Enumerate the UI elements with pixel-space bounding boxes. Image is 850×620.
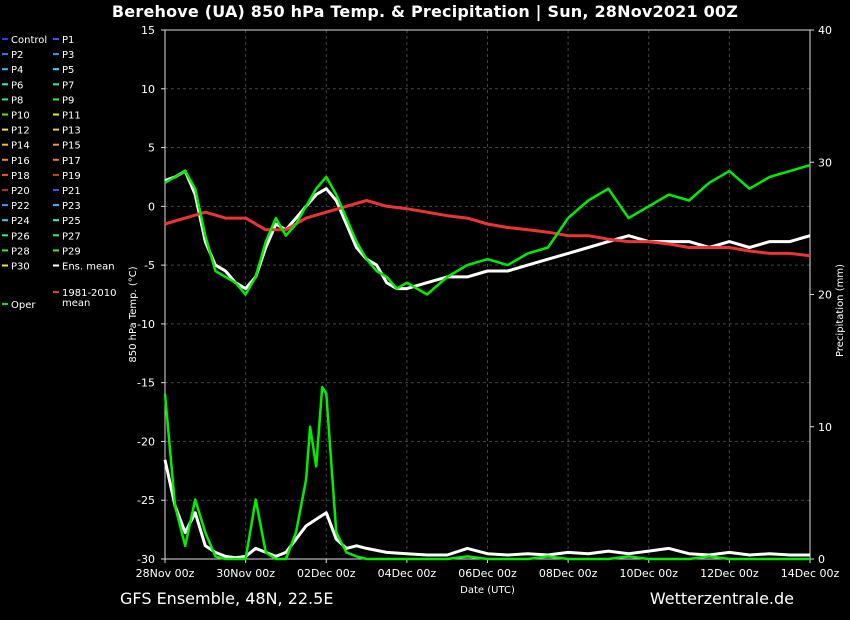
site-credit-text: Wetterzentrale.de — [649, 589, 794, 608]
model-info-text: GFS Ensemble, 48N, 22.5E — [120, 589, 334, 608]
legend-label: P15 — [62, 141, 81, 152]
legend-label: P29 — [62, 246, 81, 257]
legend-label: Ens. mean — [62, 262, 115, 273]
left-axis-label: 850 hPa Temp. (°C) — [128, 266, 139, 362]
legend-label: P19 — [62, 171, 81, 182]
precip-tick-label: 10 — [818, 421, 832, 434]
legend-label: P20 — [11, 186, 30, 197]
chart-title: Berehove (UA) 850 hPa Temp. & Precipitat… — [111, 2, 739, 21]
x-tick-label: 02Dec 00z — [297, 567, 356, 580]
precip-tick-label: 20 — [818, 289, 832, 302]
temp-tick-label: 5 — [148, 142, 155, 155]
x-tick-label: 08Dec 00z — [539, 567, 598, 580]
legend-label: P8 — [11, 95, 23, 106]
legend-label: P4 — [11, 65, 23, 76]
x-tick-label: 30Nov 00z — [216, 567, 275, 580]
legend-label: P18 — [11, 171, 30, 182]
legend-label: P9 — [62, 95, 74, 106]
right-axis-label: Precipitation (mm) — [835, 264, 846, 357]
legend-label: P16 — [11, 156, 30, 167]
legend-label: P24 — [11, 216, 30, 227]
legend-label: P30 — [11, 262, 30, 273]
legend-label: Oper — [11, 300, 36, 311]
temp-tick-label: -15 — [137, 377, 155, 390]
legend-label: P3 — [62, 50, 74, 61]
x-tick-label: 10Dec 00z — [619, 567, 678, 580]
temp-tick-label: 10 — [141, 83, 155, 96]
series-line-precip-oper — [163, 385, 810, 561]
series-line-temp-ens-mean — [164, 169, 811, 291]
legend-label: P5 — [62, 65, 74, 76]
legend-label: P2 — [11, 50, 23, 61]
temp-tick-label: -5 — [144, 259, 155, 272]
legend-label: P21 — [62, 186, 81, 197]
legend-label: P7 — [62, 80, 74, 91]
legend-label: P10 — [11, 111, 30, 122]
temp-tick-label: -30 — [137, 553, 155, 566]
x-tick-label: 28Nov 00z — [136, 567, 195, 580]
temp-tick-label: -20 — [137, 435, 155, 448]
series-line-temp-oper — [164, 164, 811, 296]
legend-label: P22 — [11, 201, 30, 212]
precip-tick-label: 30 — [818, 156, 832, 169]
legend-label: mean — [62, 298, 90, 309]
legend-label: P13 — [62, 126, 81, 137]
temp-tick-label: 0 — [148, 200, 155, 213]
x-tick-label: 04Dec 00z — [378, 567, 437, 580]
legend-label: Control — [11, 35, 47, 46]
legend-label: 1981-2010 — [62, 288, 117, 299]
legend-label: P17 — [62, 156, 81, 167]
legend-label: P28 — [11, 246, 30, 257]
series-line-temp-1981-2010-mean — [164, 199, 811, 258]
series-line-precip-ens-mean — [163, 459, 810, 560]
legend-label: P23 — [62, 201, 81, 212]
legend-label: P6 — [11, 80, 23, 91]
x-axis-label: Date (UTC) — [460, 585, 515, 596]
legend-label: P11 — [62, 111, 81, 122]
legend-label: P26 — [11, 231, 30, 242]
legend-label: P27 — [62, 231, 81, 242]
legend-label: P25 — [62, 216, 81, 227]
precip-tick-label: 0 — [818, 553, 825, 566]
x-tick-label: 14Dec 00z — [781, 567, 840, 580]
temp-tick-label: 15 — [141, 24, 155, 37]
x-tick-label: 12Dec 00z — [700, 567, 759, 580]
precip-tick-label: 40 — [818, 24, 832, 37]
legend-label: P12 — [11, 126, 30, 137]
legend-label: P14 — [11, 141, 30, 152]
temp-tick-label: -10 — [137, 318, 155, 331]
legend-label: P1 — [62, 35, 74, 46]
temp-tick-label: -25 — [137, 494, 155, 507]
x-tick-label: 06Dec 00z — [458, 567, 517, 580]
